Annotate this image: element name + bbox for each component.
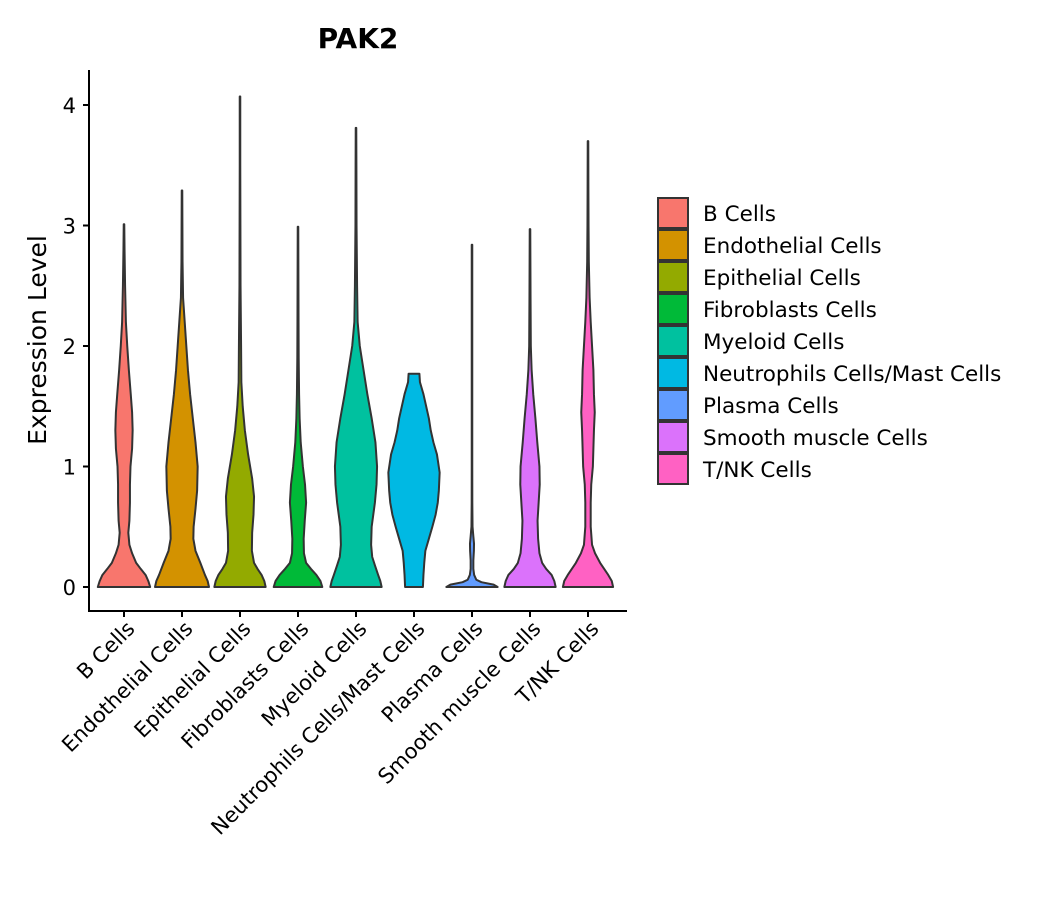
violin-t-nk-cells: [561, 140, 615, 588]
legend-key: [657, 325, 689, 357]
chart-title: PAK2: [318, 22, 399, 55]
y-tick-label: 0: [63, 576, 76, 600]
legend-key: [657, 453, 689, 485]
y-tick-label: 3: [63, 215, 76, 239]
y-axis-label: Expression Level: [23, 235, 52, 445]
legend-key: [657, 389, 689, 421]
violin-smooth-muscle-cells: [503, 228, 557, 588]
violin-plasma-cells: [445, 243, 499, 588]
violin-fibroblasts-cells: [272, 225, 324, 588]
legend-label: Plasma Cells: [703, 394, 839, 419]
violin-neutrophils-cells-mast-cells: [387, 372, 441, 588]
violin-epithelial-cells: [213, 95, 267, 588]
y-tick-label: 1: [63, 456, 76, 480]
legend-label: Smooth muscle Cells: [703, 426, 928, 451]
violin-endothelial-cells: [154, 189, 210, 588]
legend-label: Neutrophils Cells/Mast Cells: [703, 362, 1001, 387]
legend-key: [657, 261, 689, 293]
legend-key: [657, 197, 689, 229]
x-tick-label: Plasma Cells: [377, 617, 488, 728]
legend-key: [657, 421, 689, 453]
legend-key: [657, 229, 689, 261]
violin-group: [96, 95, 615, 588]
violin-b-cells: [96, 223, 152, 588]
legend-key: [657, 293, 689, 325]
legend-label: Fibroblasts Cells: [703, 298, 877, 323]
y-tick-label: 2: [63, 335, 76, 359]
legend-key: [657, 357, 689, 389]
legend-label: T/NK Cells: [702, 458, 812, 483]
violin-myeloid-cells: [329, 126, 383, 588]
legend: B Cells Endothelial Cells Epithelial Cells…: [657, 197, 1001, 485]
legend-label: Epithelial Cells: [703, 266, 861, 291]
x-tick-label: Neutrophils Cells/Mast Cells: [206, 617, 429, 840]
legend-label: Myeloid Cells: [703, 330, 844, 355]
legend-label: B Cells: [703, 202, 776, 227]
y-tick-label: 4: [63, 94, 76, 118]
legend-label: Endothelial Cells: [703, 234, 882, 259]
